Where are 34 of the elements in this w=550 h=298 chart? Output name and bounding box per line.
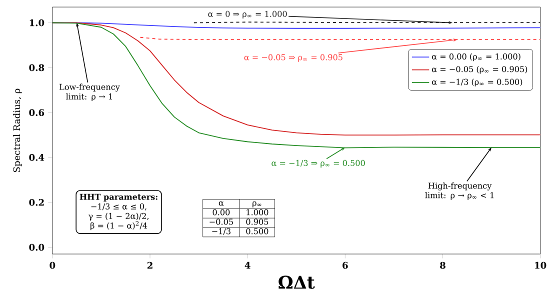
x-tick-label: 0 [50,262,56,269]
annotation: −1/3 ≤ α ≤ 0, [91,203,146,210]
y-axis-title: Spectral Radius, ρ [13,88,22,172]
x-axis-title: ΩΔt [278,275,315,289]
y-tick-label: 1.0 [30,19,44,26]
annotation: α = −0.05 ⇒ ρ$_{∞}$ = 0.905 [244,54,342,62]
annotation: α [218,201,224,206]
annotation: α = 0 ⇒ ρ$_{∞}$ = 1.000 [208,10,287,18]
y-tick-label: 0.0 [29,244,44,251]
legend-label: α = −1/3 (ρ$_{∞}$ = 0.500) [432,78,522,86]
annotation: High-frequency limit: ρ → ρ$_{∞}$ < 1 [425,182,494,200]
y-tick-label: 0.4 [29,154,44,161]
x-tick-label: 8 [440,262,446,269]
annotation: Low-frequency limit: ρ → 1 [60,84,120,101]
annotation: ρ$_{∞}$ [252,201,262,208]
legend-label: α = 0.00 (ρ$_{∞}$ = 1.000) [432,53,520,61]
annotation: 0.500 [246,228,268,234]
x-tick-label: 2 [147,262,152,268]
legend-label: α = −0.05 (ρ$_{∞}$ = 0.905) [432,66,528,74]
y-tick-label: 0.2 [29,198,44,206]
annotation: −1/3 [212,228,230,235]
y-tick-label: 0.6 [29,108,44,116]
annotation: HHT parameters: [80,194,158,202]
annotation: γ = (1 − 2α)/2, [88,212,148,220]
annotation: α = −1/3 ⇒ ρ$_{∞}$ = 0.500 [272,160,365,168]
x-tick-label: 6 [342,262,348,269]
annotation: 0.00 [212,208,230,216]
y-tick-label: 0.8 [29,64,44,71]
annotation: 0.905 [246,218,268,225]
annotation: 1.000 [246,208,268,216]
annotation: −0.05 [210,218,233,225]
annotation: β = (1 − α)$^{2}$/4 [90,220,148,230]
x-tick-label: 10 [535,262,546,269]
x-tick-label: 4 [244,262,250,268]
